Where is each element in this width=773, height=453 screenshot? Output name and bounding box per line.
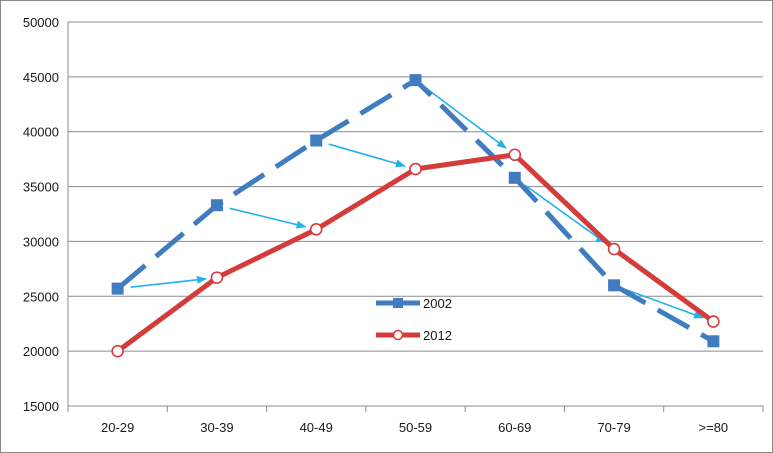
- x-tick-label-4: 60-69: [498, 420, 531, 435]
- marker-2002-4: [508, 171, 521, 184]
- x-tick-label-0: 20-29: [101, 420, 134, 435]
- shift-arrows: [130, 87, 704, 319]
- y-tick-label-7: 50000: [23, 15, 59, 30]
- x-tick-label-3: 50-59: [399, 420, 432, 435]
- legend-marker-2002: [393, 298, 403, 308]
- y-tick-label-3: 30000: [23, 234, 59, 249]
- series-lines: [116, 77, 715, 354]
- axes: 15000 20000 25000 30000 35000 40000 45000 50000…: [23, 15, 764, 435]
- shift-arrow-3: [425, 87, 507, 149]
- marker-2012-4: [508, 148, 522, 162]
- gridlines: [68, 21, 763, 407]
- marker-2002-3: [409, 74, 422, 87]
- series-line-2012: [116, 152, 715, 354]
- y-tick-label-0: 15000: [23, 399, 59, 414]
- marker-2002-5: [608, 279, 621, 292]
- shift-arrow-5: [626, 289, 704, 319]
- shift-arrow-4: [524, 184, 606, 244]
- legend-label-2002: 2002: [423, 296, 452, 311]
- x-tick-label-5: 70-79: [597, 420, 630, 435]
- legend: 2002 2012: [376, 296, 452, 343]
- marker-2012-3: [409, 162, 422, 176]
- y-tick-label-5: 40000: [23, 125, 59, 140]
- x-tick-label-6: >=80: [699, 420, 729, 435]
- legend-label-2012: 2012: [423, 328, 452, 343]
- shift-arrow-1: [229, 207, 307, 229]
- series-markers: [111, 74, 720, 358]
- marker-2002-1: [210, 199, 223, 212]
- x-tick-label-1: 30-39: [200, 420, 233, 435]
- marker-2012-1: [210, 271, 224, 284]
- marker-2012-5: [607, 242, 621, 256]
- shift-arrow-2: [328, 143, 406, 168]
- marker-2012-0: [111, 344, 124, 358]
- y-tick-label-2: 25000: [23, 289, 59, 304]
- marker-2002-0: [111, 282, 124, 295]
- marker-2012-6: [707, 315, 720, 328]
- y-tick-label-4: 35000: [23, 180, 59, 195]
- y-tick-label-1: 20000: [23, 344, 59, 359]
- marker-2002-2: [310, 134, 323, 147]
- shift-arrow-0: [130, 275, 207, 288]
- x-tick-label-2: 40-49: [300, 420, 333, 435]
- y-tick-label-6: 45000: [23, 70, 59, 85]
- legend-marker-2012: [392, 329, 404, 341]
- marker-2012-2: [309, 223, 323, 236]
- marker-2002-6: [707, 335, 720, 348]
